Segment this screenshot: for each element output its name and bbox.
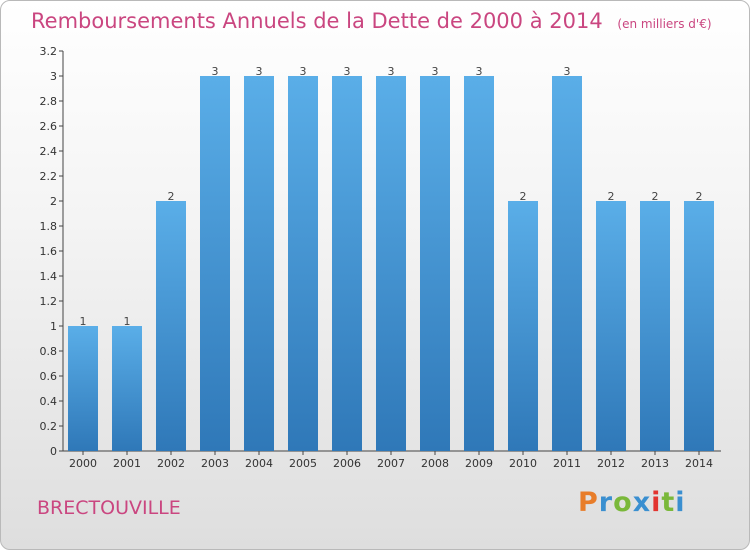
x-tick-label: 2009 [465,457,493,470]
x-tick-label: 2014 [685,457,713,470]
logo-letter: t [661,487,676,518]
chart-title: Remboursements Annuels de la Dette de 20… [31,9,712,33]
bar [508,201,538,451]
logo-letter: r [598,487,614,518]
x-tick-label: 2003 [201,457,229,470]
x-tick-label: 2007 [377,457,405,470]
x-tick-label: 2006 [333,457,361,470]
bar [464,76,494,451]
data-label: 2 [608,190,615,203]
bar [68,326,98,451]
x-tick-label: 2008 [421,457,449,470]
y-tick-label: 0.6 [40,370,58,383]
x-tick-label: 2005 [289,457,317,470]
bar [552,76,582,451]
data-label: 1 [124,315,131,328]
logo-letter: P [578,487,599,518]
x-tick-label: 2013 [641,457,669,470]
chart-subtitle: (en milliers d'€) [617,17,712,31]
bar [376,76,406,451]
y-tick-label: 0 [50,445,57,458]
y-tick-label: 3.2 [40,45,58,58]
y-tick-label: 3 [50,70,57,83]
data-label: 3 [476,65,483,78]
chart-title-text: Remboursements Annuels de la Dette de 20… [31,9,603,33]
x-tick-label: 2011 [553,457,581,470]
proxiti-logo[interactable]: Proxiti [578,487,686,518]
x-tick-label: 2002 [157,457,185,470]
bar [640,201,670,451]
bar [200,76,230,451]
bar [332,76,362,451]
x-tick-label: 2001 [113,457,141,470]
data-label: 2 [520,190,527,203]
data-label: 2 [168,190,175,203]
y-tick-label: 1 [50,320,57,333]
logo-letter: x [632,487,652,518]
y-tick-label: 0.4 [40,395,58,408]
logo-letter: i [675,487,686,518]
y-tick-label: 0.2 [40,420,58,433]
data-label: 3 [564,65,571,78]
data-label: 2 [652,190,659,203]
bar [288,76,318,451]
x-tick-label: 2000 [69,457,97,470]
y-tick-label: 1.6 [40,245,58,258]
y-tick-label: 2.6 [40,120,58,133]
axis-layer: 0 0.2 0.4 0.6 0.8 1 1.2 1.4 1.6 1.8 2 2.2 2.4 2.6 2.8 3… [40,45,721,470]
data-label: 3 [432,65,439,78]
bar [156,201,186,451]
data-label: 3 [212,65,219,78]
data-label: 1 [80,315,87,328]
data-label: 3 [256,65,263,78]
y-tick-label: 1.4 [40,270,58,283]
data-label-layer: 1 1 2 3 3 3 3 3 3 3 2 3 2 2 2 [80,65,703,328]
x-tick-label: 2010 [509,457,537,470]
y-tick-label: 2.4 [40,145,58,158]
bar [112,326,142,451]
data-label: 3 [300,65,307,78]
bar [244,76,274,451]
bar-layer [68,76,714,451]
x-tick-label: 2012 [597,457,625,470]
bar [684,201,714,451]
bar [596,201,626,451]
y-tick-label: 2.2 [40,170,58,183]
logo-letter: i [651,487,662,518]
x-tick-label: 2004 [245,457,273,470]
logo-letter: o [613,487,633,518]
commune-name: BRECTOUVILLE [37,497,181,519]
data-label: 3 [344,65,351,78]
y-tick-label: 2 [50,195,57,208]
y-tick-label: 2.8 [40,95,58,108]
data-label: 2 [696,190,703,203]
bar [420,76,450,451]
y-tick-label: 1.2 [40,295,58,308]
data-label: 3 [388,65,395,78]
y-tick-label: 1.8 [40,220,58,233]
y-tick-label: 0.8 [40,345,58,358]
